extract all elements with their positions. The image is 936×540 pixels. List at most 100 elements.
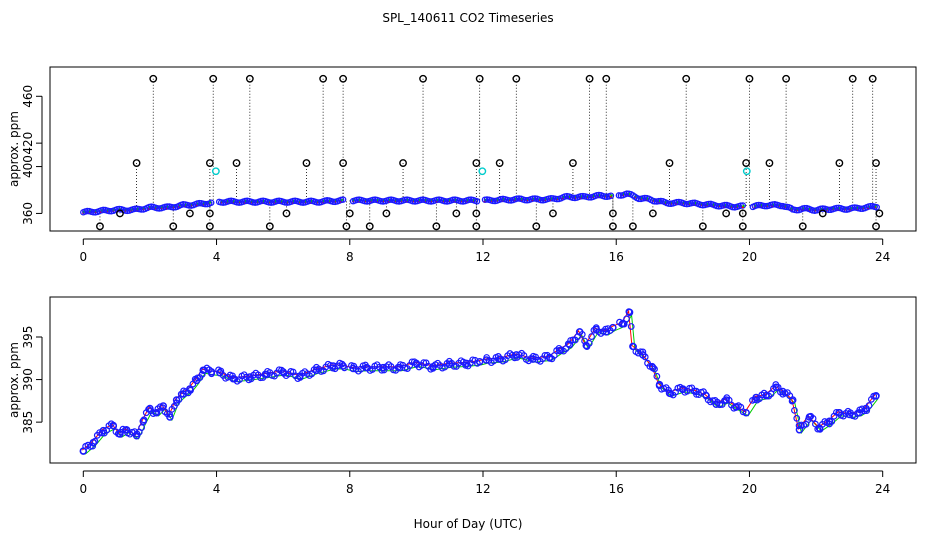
baseline-point (169, 204, 177, 211)
data-point (132, 432, 141, 440)
data-point (512, 351, 521, 359)
series-point (618, 320, 626, 328)
data-point (805, 413, 814, 421)
data-point (629, 342, 637, 351)
series-point (653, 372, 661, 380)
data-point (99, 426, 108, 435)
data-point (296, 372, 304, 380)
data-point (262, 370, 271, 379)
data-point (166, 413, 174, 421)
data-point (179, 390, 187, 398)
outlier-point (205, 209, 214, 218)
outlier-point (382, 209, 391, 218)
data-point (89, 438, 98, 447)
bottom-y-tick-label: 395 (21, 326, 35, 349)
data-point (159, 402, 167, 410)
data-point (152, 409, 161, 417)
cyan-point (211, 167, 220, 176)
baseline-point (473, 198, 481, 205)
outlier-point (342, 222, 351, 231)
bottom-x-tick-label: 4 (213, 482, 221, 496)
outlier-point (648, 209, 657, 218)
series-point (793, 414, 801, 422)
x-axis-label: Hour of Day (UTC) (414, 517, 523, 531)
data-point (825, 417, 834, 426)
data-point (565, 340, 574, 349)
outlier-point (399, 159, 407, 167)
outlier-point (185, 209, 194, 218)
baseline-point-green (742, 204, 745, 208)
series-point (138, 424, 145, 432)
top-plot-frame (49, 66, 917, 232)
data-point (529, 355, 537, 363)
outlier-point (698, 222, 707, 231)
bottom-y-tick-label: 385 (21, 411, 35, 434)
outlier-point (682, 74, 691, 83)
bottom-x-tick-label: 20 (742, 482, 757, 496)
outlier-point (245, 74, 254, 83)
data-point (609, 323, 617, 332)
outlier-point (742, 159, 751, 167)
data-point (216, 369, 224, 377)
baseline-point (705, 200, 713, 208)
data-point (639, 351, 647, 359)
outlier-point (745, 74, 754, 83)
chart-title: SPL_140611 CO2 Timeseries (382, 11, 553, 25)
series-point (627, 323, 635, 330)
data-point (279, 368, 287, 376)
outlier-point (96, 222, 104, 231)
outlier-point (282, 209, 291, 218)
top-x-tick-label: 12 (475, 250, 490, 264)
outlier-point (585, 74, 594, 83)
bottom-y-axis-label: approx. ppm (7, 342, 21, 418)
bottom-x-tick-label: 24 (875, 482, 890, 496)
data-point (845, 410, 854, 419)
outlier-point (265, 222, 274, 231)
bottom-panel: 0 4 8 12 16 20 24 385 390 395 approx. ppm (7, 296, 917, 496)
outlier-point (116, 209, 124, 218)
outlier-point (628, 222, 637, 231)
top-y-tick-label: 360 (21, 202, 35, 225)
data-point (172, 396, 181, 404)
outlier-point (232, 159, 241, 167)
outlier-point (602, 74, 611, 83)
baseline-point (607, 192, 615, 199)
data-point (855, 409, 864, 417)
series-point (623, 315, 630, 323)
bottom-plot-frame (49, 296, 917, 464)
data-point (862, 404, 870, 413)
data-point (872, 391, 880, 400)
data-point (246, 373, 254, 381)
data-point (625, 308, 634, 317)
outlier-point (302, 159, 311, 167)
data-point (692, 387, 700, 396)
outlier-point (472, 222, 481, 231)
data-point (789, 396, 797, 404)
data-point (207, 368, 216, 376)
outlier-point (339, 159, 348, 167)
outlier-point (149, 74, 158, 83)
outlier-point (868, 74, 877, 83)
outlier-point (782, 74, 790, 83)
data-point (815, 424, 824, 432)
bottom-x-axis: 0 4 8 12 16 20 24 (79, 470, 890, 496)
outlier-point (532, 222, 541, 231)
outlier-point (169, 222, 178, 231)
top-y-tick-label: 400 (21, 155, 35, 178)
outlier-point (472, 159, 481, 167)
top-x-tick-label: 20 (742, 250, 757, 264)
outlier-point (209, 74, 218, 83)
bottom-x-tick-label: 0 (79, 482, 87, 496)
top-x-tick-label: 4 (213, 250, 221, 264)
data-point (779, 387, 787, 396)
outlier-point (339, 74, 348, 83)
outlier-point (472, 209, 481, 218)
baseline-point (201, 200, 209, 208)
data-point (379, 363, 387, 372)
data-point (722, 396, 730, 404)
outlier-point (132, 159, 141, 167)
data-point (619, 319, 627, 328)
data-point (412, 359, 421, 368)
